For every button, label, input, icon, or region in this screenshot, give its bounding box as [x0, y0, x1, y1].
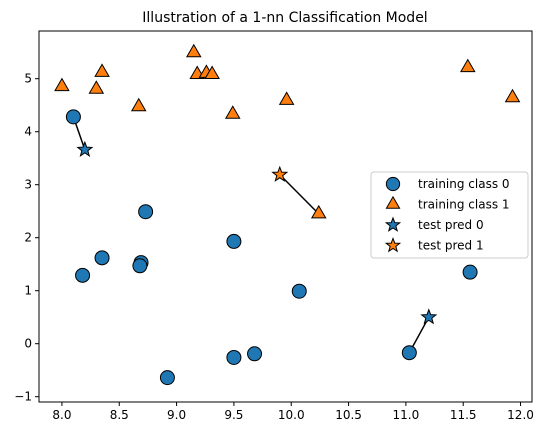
training-class-0-point	[226, 349, 242, 365]
legend-marker	[384, 216, 402, 232]
training-class-0-point	[65, 109, 81, 125]
training-class-0-point	[247, 346, 263, 362]
legend-marker	[385, 195, 401, 209]
y-tick-label: −1	[14, 390, 32, 404]
y-tick-label: 2	[24, 231, 32, 245]
y-tick-label: 4	[24, 125, 32, 139]
training-class-0-point	[462, 264, 478, 280]
training-class-0-point	[226, 233, 242, 249]
legend-marker	[385, 176, 401, 192]
training-class-1-point	[278, 91, 295, 105]
legend-marker	[384, 236, 402, 253]
y-tick-label: 0	[24, 337, 32, 351]
x-tick-label: 8.0	[52, 408, 71, 422]
legend-label: training class 1	[418, 198, 510, 212]
axes: 8.0 8.5 9.0 9.5 10.0 10.5 11.0 11.5 12.0 −1 0 1 2 3 4 5	[14, 30, 534, 422]
neighbor-line	[279, 174, 320, 215]
plot-frame	[38, 30, 533, 403]
training-class-1-point	[504, 88, 521, 103]
test-pred-0-point	[76, 140, 94, 157]
training-class-1-point	[204, 65, 220, 79]
x-tick-label: 9.5	[224, 408, 243, 422]
chart-title: Illustration of a 1-nn Classification Mo…	[142, 10, 427, 26]
training-class-0-point	[159, 370, 175, 386]
training-class-0-point	[291, 283, 307, 299]
x-tick-label: 11.0	[393, 408, 420, 422]
test-pred-1-point	[271, 165, 289, 182]
legend-box	[370, 171, 529, 259]
x-tick-label: 10.0	[278, 408, 305, 422]
test-pred-0-point	[420, 308, 438, 325]
legend-label: test pred 1	[418, 239, 484, 253]
y-tick-label: 5	[24, 72, 32, 86]
x-tick-label: 10.5	[335, 408, 362, 422]
legend-label: training class 0	[418, 177, 510, 191]
x-tick-label: 9.0	[167, 408, 186, 422]
y-tick-label: 3	[24, 178, 32, 192]
training-class-1-point	[54, 77, 70, 92]
data-points	[54, 43, 521, 386]
x-tick-label: 8.5	[110, 408, 129, 422]
training-class-1-point	[310, 204, 327, 219]
training-class-0-point	[75, 267, 91, 283]
x-tick-label: 11.5	[450, 408, 477, 422]
y-tick-label: 1	[24, 284, 32, 298]
training-class-0-point	[138, 204, 154, 220]
legend-label: test pred 0	[418, 218, 484, 232]
training-class-0-point	[94, 250, 110, 266]
legend: training class 0 training class 1 test pre…	[370, 171, 529, 259]
training-class-1-point	[88, 80, 105, 94]
training-class-1-point	[460, 58, 476, 73]
training-class-1-point	[224, 105, 241, 119]
training-class-1-point	[185, 43, 202, 58]
training-class-1-point	[130, 97, 147, 112]
training-class-0-point	[401, 345, 417, 361]
training-class-1-point	[94, 63, 110, 77]
x-tick-label: 12.0	[507, 408, 534, 422]
training-class-0-point	[132, 258, 148, 274]
